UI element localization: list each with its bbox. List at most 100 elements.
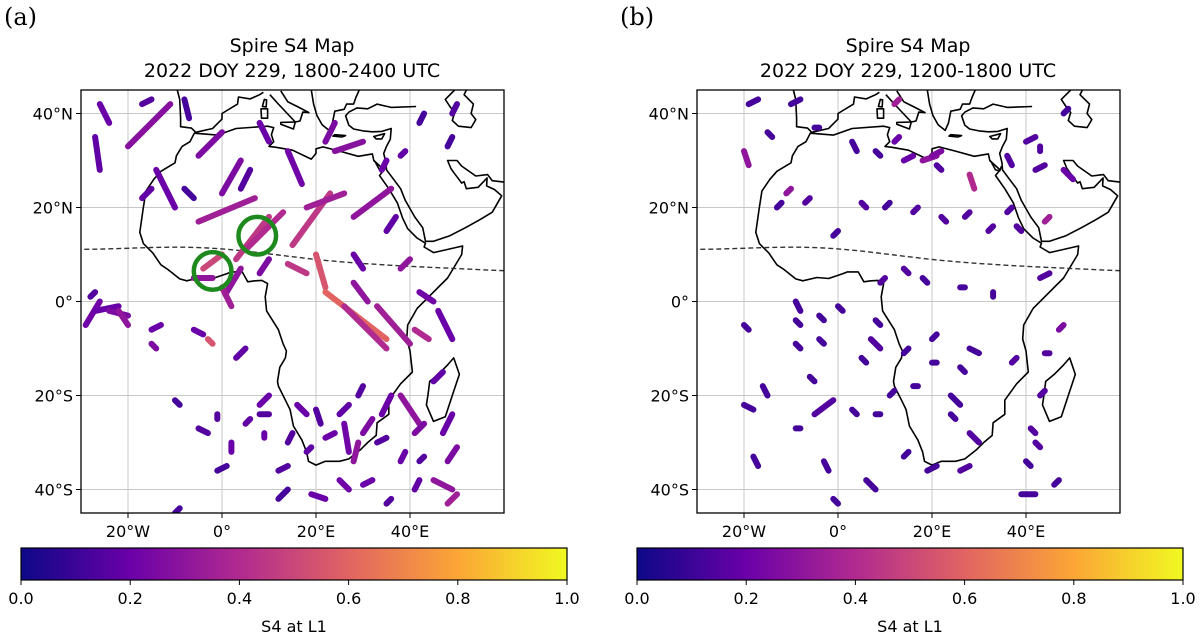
track-segment — [750, 453, 762, 469]
panel-a-annotations — [191, 214, 279, 293]
track-segment — [1004, 152, 1015, 169]
track-segment — [900, 345, 912, 357]
panel-b: (b) Spire S4 Map 2022 DOY 229, 1200-1800… — [620, 3, 1196, 636]
track-segment — [830, 228, 841, 239]
track-segment — [96, 101, 113, 126]
track-segment — [284, 148, 305, 187]
track-segment — [411, 420, 428, 437]
track-segment — [1008, 354, 1020, 366]
track-segment — [256, 256, 272, 277]
x-tick-label: 20°W — [722, 522, 766, 541]
track-segment — [759, 383, 771, 399]
track-segment — [891, 96, 903, 108]
track-segment — [355, 383, 366, 399]
panel-b-caspian-coastline — [1060, 90, 1093, 129]
track-segment — [237, 166, 254, 192]
track-segment — [1023, 458, 1034, 469]
track-segment — [900, 152, 917, 164]
track-segment — [139, 185, 155, 202]
track-segment — [195, 129, 225, 159]
colorbar-tick-label: 0.6 — [952, 589, 977, 608]
panel-a-colorbar-gradient — [20, 547, 568, 581]
track-segment — [242, 209, 287, 253]
panel-a-s4-tracks — [82, 96, 460, 513]
highlight-circle — [191, 249, 234, 293]
track-segment — [308, 491, 329, 502]
track-segment — [764, 129, 776, 140]
track-segment — [374, 303, 413, 347]
track-segment — [741, 401, 757, 413]
track-segment — [416, 110, 428, 126]
track-segment — [256, 392, 272, 408]
y-tick-label: 40°N — [649, 105, 689, 124]
track-segment — [82, 298, 103, 328]
track-segment — [900, 448, 912, 460]
y-tick-label: 20°S — [34, 387, 73, 406]
track-segment — [195, 425, 211, 437]
track-segment — [872, 148, 884, 159]
track-segment — [435, 307, 456, 343]
track-segment — [125, 101, 174, 150]
track-segment — [233, 345, 249, 361]
track-segment — [397, 392, 423, 427]
y-tick-label: 0° — [671, 293, 689, 312]
track-segment — [204, 336, 216, 347]
track-segment — [961, 209, 973, 220]
colorbar-tick-label: 0.8 — [1061, 589, 1086, 608]
panel-a-colorbar: 0.0 0.2 0.4 0.6 0.8 1.0 S4 at L1 — [8, 547, 580, 636]
track-segment — [816, 312, 827, 324]
track-segment — [929, 331, 940, 343]
panel-b-x-ticks: 20°W 0° 20°E 40°E — [722, 513, 1045, 541]
panel-b-colorbar-ticks: 0.0 0.2 0.4 0.6 0.8 1.0 — [624, 580, 1196, 608]
panel-a-x-ticks: 20°W 0° 20°E 40°E — [106, 513, 429, 541]
track-segment — [830, 495, 841, 507]
track-segment — [957, 463, 973, 474]
colorbar-tick-label: 0.4 — [227, 589, 252, 608]
track-segment — [924, 463, 940, 474]
track-segment — [439, 411, 456, 437]
panel-b-colorbar-gradient — [636, 547, 1184, 581]
track-segment — [350, 279, 371, 305]
x-tick-label: 20°E — [297, 522, 335, 541]
track-segment — [910, 204, 921, 216]
track-segment — [115, 307, 131, 328]
panel-a-colorbar-ticks: 0.0 0.2 0.4 0.6 0.8 1.0 — [8, 580, 580, 608]
track-segment — [872, 317, 884, 328]
track-segment — [966, 171, 978, 192]
track-segment — [1004, 204, 1015, 216]
track-segment — [172, 397, 183, 408]
track-segment — [214, 463, 230, 474]
panel-b-colorbar-label: S4 at L1 — [877, 617, 943, 636]
track-segment — [966, 430, 982, 446]
x-tick-label: 20°W — [106, 522, 150, 541]
track-segment — [1060, 166, 1076, 183]
panel-b-colorbar: 0.0 0.2 0.4 0.6 0.8 1.0 S4 at L1 — [624, 547, 1196, 636]
track-segment — [938, 213, 950, 225]
y-tick-label: 20°N — [33, 199, 73, 218]
track-segment — [148, 340, 160, 352]
track-segment — [153, 166, 178, 211]
x-tick-label: 0° — [829, 522, 847, 541]
track-segment — [444, 491, 460, 507]
colorbar-tick-label: 0.6 — [336, 589, 361, 608]
track-segment — [957, 364, 968, 375]
x-tick-label: 0° — [213, 522, 231, 541]
track-segment — [886, 387, 898, 399]
track-segment — [383, 213, 399, 234]
x-tick-label: 20°E — [913, 522, 951, 541]
track-segment — [919, 275, 931, 286]
track-segment — [350, 439, 362, 465]
track-segment — [444, 134, 456, 150]
track-segment — [849, 406, 860, 418]
track-segment — [985, 223, 997, 234]
x-tick-label: 40°E — [1007, 522, 1045, 541]
panel-a-island-outlines — [260, 98, 386, 140]
panel-a-title: Spire S4 Map — [230, 35, 355, 57]
panel-b-magnetic-equator-line — [697, 246, 1120, 272]
panel-a-magnetic-equator-line — [81, 246, 504, 272]
panel-a-gridlines — [81, 90, 504, 513]
track-segment — [966, 345, 982, 357]
track-segment — [200, 251, 225, 272]
track-segment — [877, 275, 888, 286]
